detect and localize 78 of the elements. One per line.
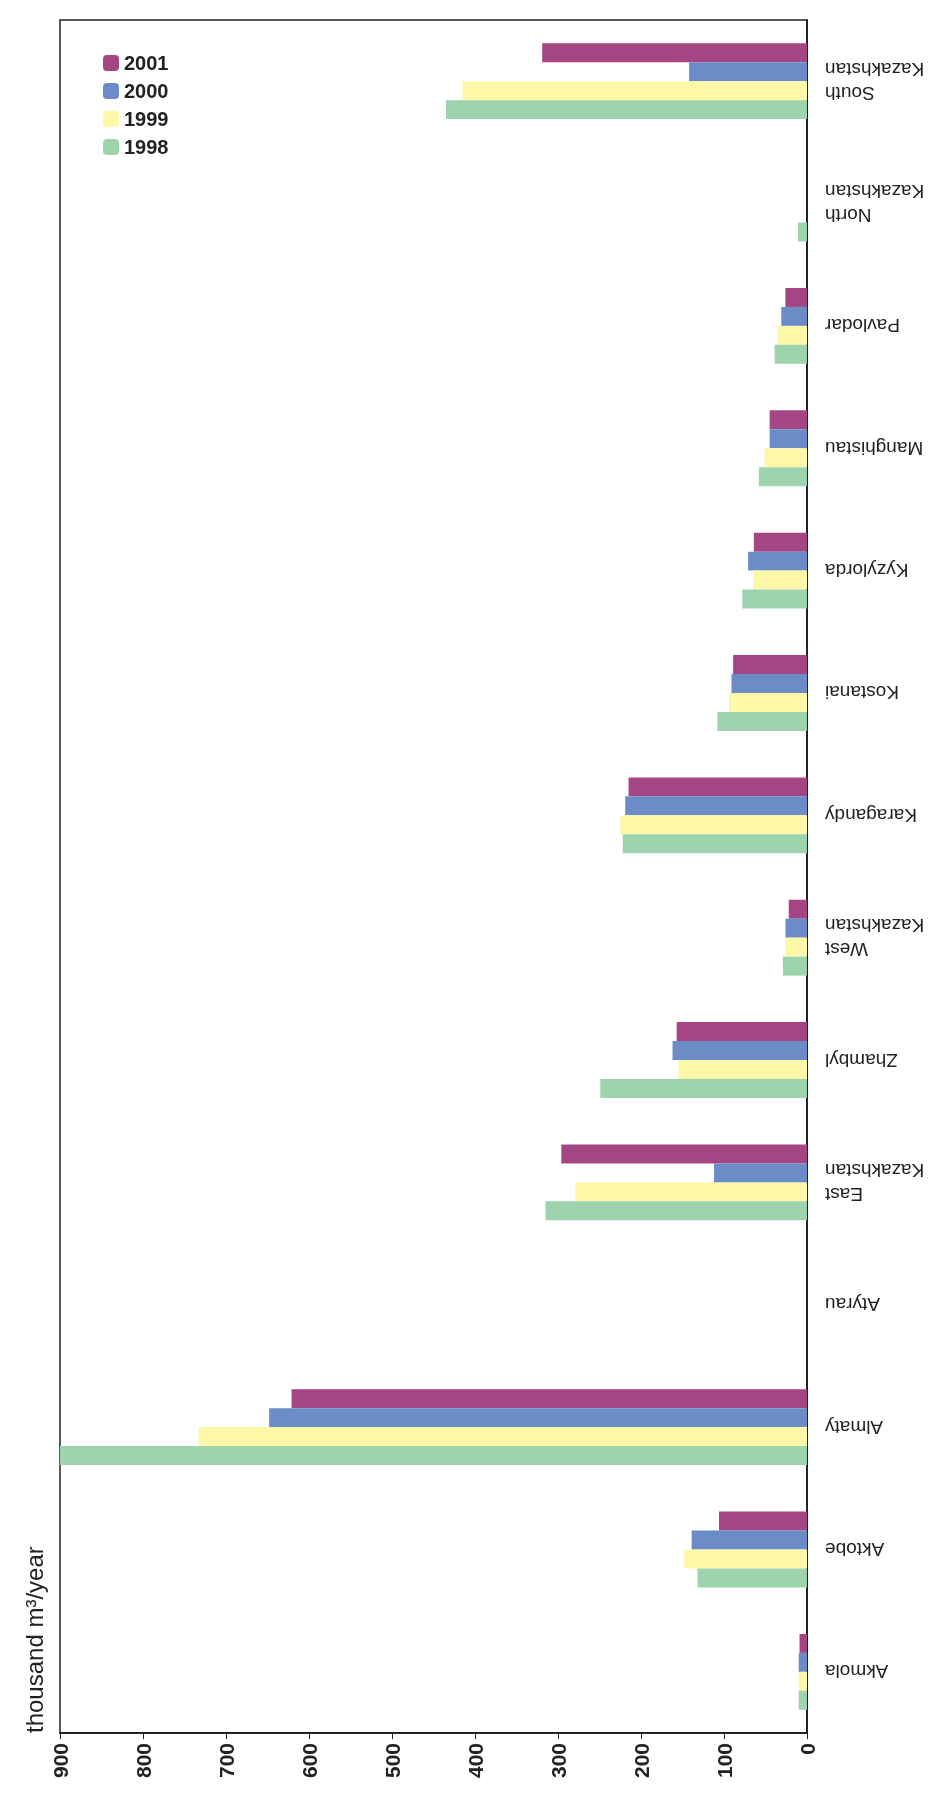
bar: [742, 589, 807, 609]
y-tick-label: Zhambyl: [825, 1049, 898, 1071]
bar: [798, 1652, 807, 1672]
legend-label: 2000: [124, 80, 169, 102]
y-axis-title: thousand m³/year: [20, 1546, 48, 1733]
bar: [672, 1041, 807, 1061]
bar: [733, 655, 807, 674]
bar: [622, 834, 807, 854]
bar: [764, 448, 807, 468]
bar: [785, 918, 807, 938]
bar: [269, 1408, 807, 1428]
x-tick-label: 200: [629, 1743, 653, 1779]
legend-label: 1998: [124, 136, 169, 158]
bar: [600, 1079, 807, 1098]
bar: [462, 81, 807, 101]
bar: [781, 306, 807, 326]
bar: [797, 222, 807, 242]
y-tick-label: Almaty: [824, 1416, 884, 1438]
x-tick-label: 700: [214, 1743, 238, 1779]
x-tick-label: 0: [795, 1743, 819, 1755]
bar: [785, 937, 807, 957]
bar: [769, 410, 807, 430]
legend-label: 2001: [124, 52, 169, 74]
bar: [575, 1182, 807, 1202]
y-tick-label: West Kazakhstan: [824, 915, 925, 961]
bar: [799, 1633, 807, 1653]
x-tick-label: 400: [463, 1743, 487, 1779]
y-tick-label: Manghistau: [825, 437, 924, 459]
bar: [719, 1511, 807, 1531]
bar: [785, 287, 807, 307]
bar: [678, 1060, 807, 1079]
x-tick-label: 300: [546, 1743, 570, 1779]
bar: [628, 777, 807, 797]
bar: [753, 532, 807, 552]
bar: [774, 344, 807, 364]
bar: [769, 429, 807, 449]
bar: [561, 1144, 807, 1164]
bar: [689, 62, 807, 82]
x-tick-label: 600: [297, 1743, 321, 1779]
bar: [620, 815, 807, 835]
bar: [291, 1389, 807, 1409]
bar: [753, 570, 807, 590]
bar: [691, 1530, 807, 1550]
bar: [717, 711, 807, 731]
y-tick-label: Atyrau: [825, 1294, 880, 1316]
bar: [748, 551, 807, 571]
bar: [798, 1690, 807, 1710]
x-tick-label: 500: [380, 1743, 404, 1779]
bar: [198, 1427, 807, 1447]
y-tick-label: Aktobe: [825, 1538, 885, 1560]
bar: [697, 1568, 807, 1588]
y-tick-label: East Kazakhstan: [824, 1159, 925, 1205]
y-tick-label: Akmola: [824, 1661, 889, 1683]
bar: [676, 1022, 807, 1042]
bar: [798, 1671, 807, 1691]
bar: [782, 956, 807, 976]
bar: [60, 1446, 807, 1466]
bar: [545, 1201, 807, 1221]
bar: [684, 1549, 807, 1569]
bar: [625, 796, 807, 816]
y-tick-label: North Kazakhstan: [825, 181, 925, 227]
y-tick-label: Kostanai: [825, 682, 899, 704]
y-tick-label: South Kazakhstan: [825, 58, 925, 104]
bar: [542, 43, 807, 63]
bar: [788, 899, 807, 919]
y-tick-label: Kyzylorda: [824, 560, 909, 582]
y-tick-label: Pavlodar: [824, 315, 900, 337]
x-tick-label: 800: [131, 1743, 155, 1779]
y-tick-label: Karagandy: [824, 804, 917, 826]
bar: [777, 325, 807, 345]
bar: [714, 1163, 807, 1183]
bar: [731, 674, 807, 693]
legend-label: 1999: [124, 108, 169, 130]
bar: [728, 692, 807, 712]
x-tick-label: 900: [48, 1743, 72, 1779]
bar: [445, 100, 807, 120]
bar: [758, 467, 807, 487]
x-tick-label: 100: [712, 1743, 736, 1779]
